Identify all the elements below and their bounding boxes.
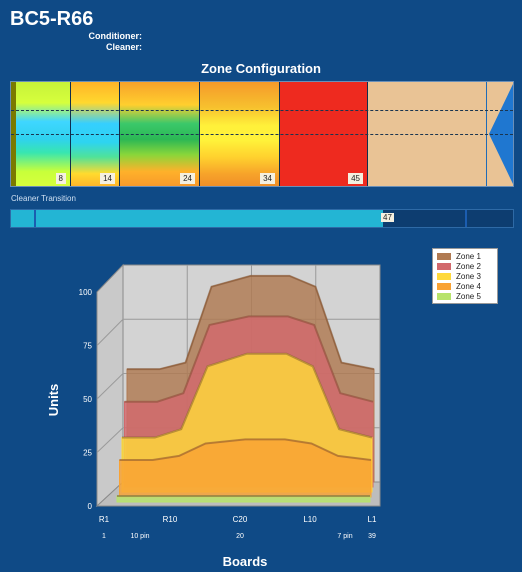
chart-x-ticks: R1 R10 C20 L10 L1 1 10 pin 20 7 pin 39: [99, 515, 377, 540]
zone-segment-3-label: 24: [180, 173, 195, 184]
zone-segment-5-label: 45: [348, 173, 363, 184]
chart-legend: Zone 1 Zone 2 Zone 3 Zone 4 Zone 5: [432, 248, 498, 304]
zone-configuration-title: Zone Configuration: [201, 61, 321, 76]
x-sub-tick-label: 7 pin: [337, 533, 352, 540]
x-sub-tick-label: 1: [102, 533, 106, 540]
zone-segment-1-label: 8: [55, 173, 66, 184]
zone-segment-2-label: 14: [100, 173, 115, 184]
zone-center-line: [11, 134, 513, 135]
x-sub-tick-label: 10 pin: [130, 533, 149, 540]
legend-label: Zone 4: [456, 281, 481, 291]
x-sub-tick-label: 39: [368, 533, 376, 540]
conditioner-label: Conditioner:: [88, 31, 143, 41]
y-tick-label: 25: [83, 449, 92, 458]
x-tick-label: R1: [99, 515, 110, 524]
x-tick-label: L1: [368, 515, 377, 524]
y-tick-label: 75: [83, 342, 92, 351]
legend-item-2: Zone 2: [437, 261, 493, 271]
legend-item-5: Zone 5: [437, 291, 493, 301]
y-axis-title: Units: [46, 384, 61, 417]
legend-swatch: [437, 272, 451, 280]
x-tick-label: R10: [163, 515, 178, 524]
legend-label: Zone 3: [456, 271, 481, 281]
cleaner-label: Cleaner:: [105, 42, 142, 52]
y-tick-label: 100: [79, 288, 93, 297]
cleaner-transition-end-marker[interactable]: [465, 210, 467, 227]
legend-swatch: [437, 262, 451, 270]
gridline-side-1: [96, 373, 124, 400]
legend-swatch: [437, 282, 451, 290]
chart-y-ticks: 0 25 50 75 100: [79, 288, 93, 511]
series-ridge-3: [122, 352, 373, 439]
legend-swatch: [437, 252, 451, 260]
x-sub-tick-label: 20: [236, 533, 244, 540]
legend-item-4: Zone 4: [437, 281, 493, 291]
legend-item-1: Zone 1: [437, 251, 493, 261]
zone-divider-line: [11, 110, 513, 111]
series-ridge-4: [119, 438, 372, 461]
x-axis-title: Boards: [223, 554, 268, 569]
chart-series: [116, 274, 375, 503]
gridline-side-2: [96, 318, 124, 346]
legend-swatch: [437, 292, 451, 300]
legend-label: Zone 5: [456, 291, 481, 301]
series-ridge-2: [124, 315, 374, 403]
x-tick-label: L10: [303, 515, 317, 524]
series-ridge-1: [127, 274, 375, 371]
cleaner-transition-bar[interactable]: 47: [10, 209, 514, 228]
legend-item-3: Zone 3: [437, 271, 493, 281]
cleaner-transition-label: Cleaner Transition: [11, 194, 76, 203]
y-tick-label: 50: [83, 395, 92, 404]
gridline-side-0: [96, 427, 124, 453]
cleaner-transition-value: 47: [381, 213, 394, 222]
legend-label: Zone 2: [456, 261, 481, 271]
y-tick-label: 0: [88, 502, 93, 511]
legend-label: Zone 1: [456, 251, 481, 261]
app-title: BC5-R66: [10, 8, 94, 30]
zone-segment-4-label: 34: [260, 173, 275, 184]
cleaner-transition-start-marker[interactable]: [34, 210, 36, 227]
x-tick-label: C20: [233, 515, 248, 524]
zone-configuration-bar[interactable]: 8 14 24 34 45: [10, 81, 514, 187]
cleaner-transition-fill: [11, 210, 383, 227]
